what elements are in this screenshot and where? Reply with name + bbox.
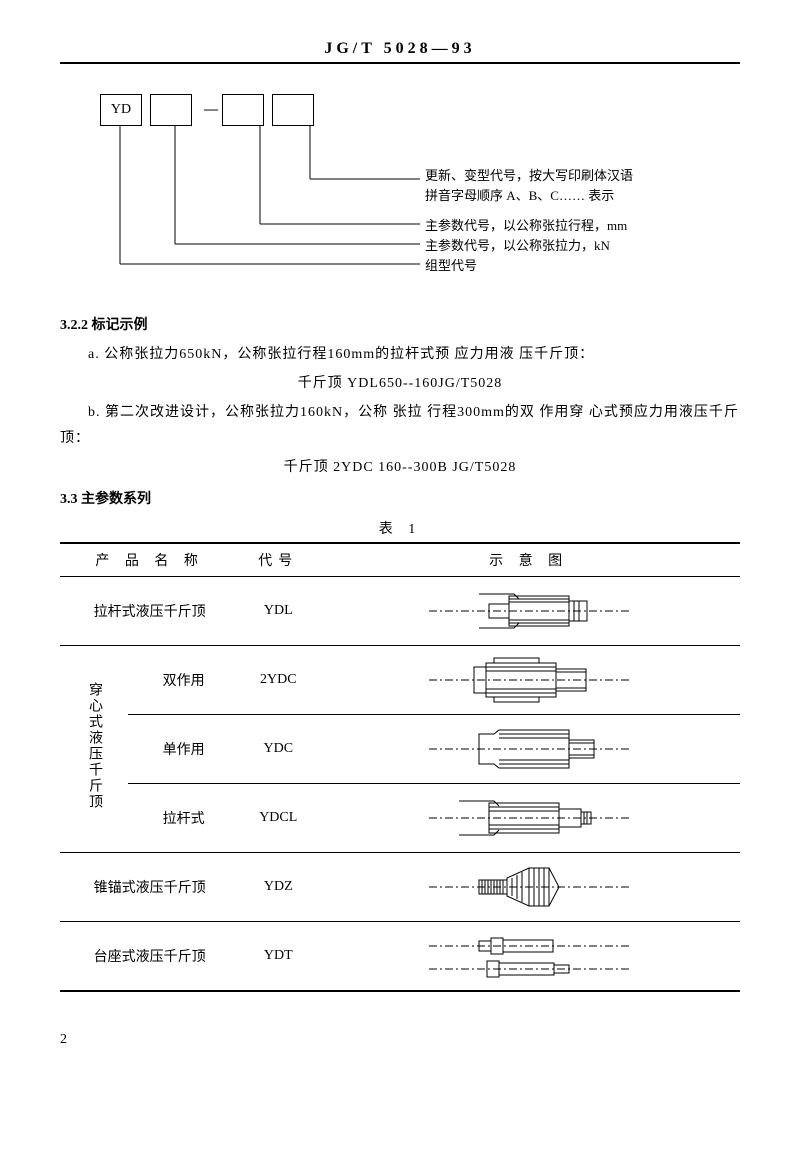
cell-code: YDT [239,921,317,991]
cell-schematic [317,852,740,921]
example-b: b. 第二次改进设计，公称张拉力160kN，公称 张拉 行程300mm的双 作用… [60,400,740,450]
cell-schematic [317,783,740,852]
table-row: 锥锚式液压千斤顶 YDZ [60,852,740,921]
cell-code: YDCL [239,783,317,852]
example-a-code: 千斤顶 YDL650--160JG/T5028 [60,371,740,396]
table-caption: 表 1 [60,518,740,538]
cell-name: 双作用 [128,645,239,714]
label-2: 主参数代号，以公称张拉行程，mm [425,216,627,236]
label-3: 主参数代号，以公称张拉力，kN [425,236,610,256]
cell-name: 锥锚式液压千斤顶 [60,852,239,921]
cell-name: 拉杆式液压千斤顶 [60,576,239,645]
table-row: 拉杆式 YDCL [60,783,740,852]
naming-diagram: YD — 更新、变型代号，按大写印刷体汉语 拼音字母顺序 A、B、C…… 表示 … [60,84,740,304]
th-schematic: 示 意 图 [317,543,740,577]
cell-code: YDL [239,576,317,645]
page-number: 2 [60,1032,740,1048]
product-table: 产 品 名 称 代号 示 意 图 拉杆式液压千斤顶 YDL [60,542,740,992]
schematic-ydcl-icon [419,793,639,843]
cell-schematic [317,645,740,714]
cell-name: 拉杆式 [128,783,239,852]
th-code: 代号 [239,543,317,577]
cell-name: 台座式液压千斤顶 [60,921,239,991]
doc-header: JG/T 5028—93 [60,40,740,64]
cell-code: YDC [239,714,317,783]
schematic-ydl-icon [419,586,639,636]
cell-group: 穿心式液压千斤顶 [60,645,128,852]
example-b-code: 千斤顶 2YDC 160--300B JG/T5028 [60,455,740,480]
table-row: 单作用 YDC [60,714,740,783]
schematic-ydz-icon [419,862,639,912]
section-33-title: 3.3 主参数系列 [60,488,740,508]
schematic-ydc-icon [419,724,639,774]
cell-code: YDZ [239,852,317,921]
schematic-ydt-icon [419,931,639,981]
section-322-title: 3.2.2 标记示例 [60,314,740,334]
label-1a: 更新、变型代号，按大写印刷体汉语 [425,166,633,186]
th-name: 产 品 名 称 [60,543,239,577]
schematic-2ydc-icon [419,655,639,705]
cell-schematic [317,921,740,991]
cell-name: 单作用 [128,714,239,783]
cell-code: 2YDC [239,645,317,714]
diagram-lines [60,84,740,304]
label-4: 组型代号 [425,256,477,276]
cell-schematic [317,576,740,645]
cell-schematic [317,714,740,783]
example-a: a. 公称张拉力650kN，公称张拉行程160mm的拉杆式预 应力用液 压千斤顶… [60,342,740,367]
table-row: 台座式液压千斤顶 YDT [60,921,740,991]
table-row: 穿心式液压千斤顶 双作用 2YDC [60,645,740,714]
table-row: 拉杆式液压千斤顶 YDL [60,576,740,645]
label-1b: 拼音字母顺序 A、B、C…… 表示 [425,186,614,206]
